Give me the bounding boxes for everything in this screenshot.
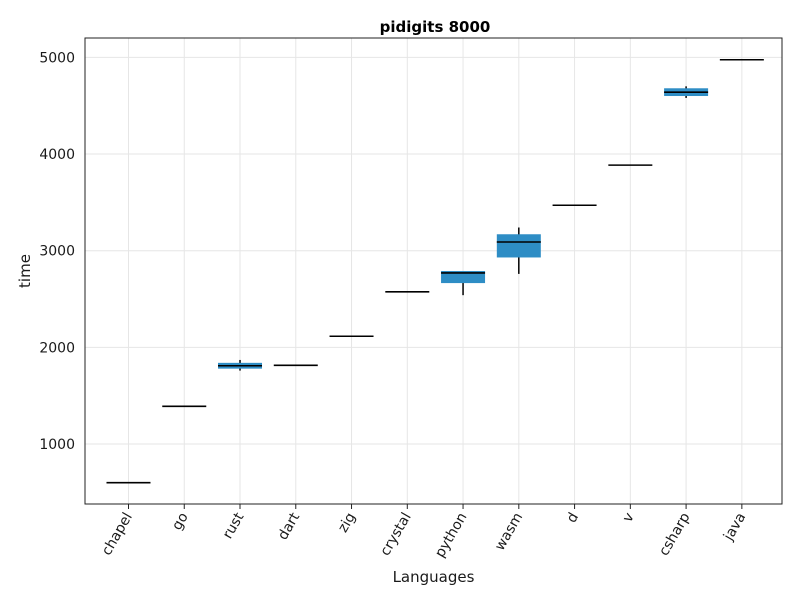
x-tick-label: crystal: [377, 510, 414, 559]
box-rust: [218, 359, 263, 371]
x-tick-label: dart: [275, 510, 303, 543]
x-tick-label: v: [620, 510, 638, 525]
x-tick-label: rust: [220, 510, 248, 542]
x-axis-title: Languages: [393, 568, 475, 586]
y-axis-title: time: [16, 254, 34, 288]
x-tick-label: d: [564, 510, 582, 526]
y-tick-label: 5000: [39, 50, 75, 66]
y-tick-label: 3000: [39, 244, 75, 260]
y-tick-label: 2000: [39, 340, 75, 356]
x-tick-label: go: [169, 510, 192, 533]
x-tick-label: java: [720, 510, 749, 544]
box-iqr: [496, 234, 541, 258]
y-axis-ticks: 1000 2000 3000 4000 5000: [39, 50, 75, 453]
y-tick-label: 1000: [39, 437, 75, 453]
x-tick-label: python: [432, 510, 470, 560]
chart-title: pidigits 8000: [380, 18, 491, 36]
x-tick-label: zig: [335, 510, 359, 535]
box-python: [441, 271, 486, 296]
y-tick-label: 4000: [39, 147, 75, 163]
box-csharp: [664, 86, 709, 98]
x-tick-label: csharp: [656, 510, 693, 559]
grid-lines: [85, 38, 782, 504]
x-axis-ticks: chapel go rust dart zig crystal python wasm d v cs…: [99, 504, 749, 560]
x-tick-label: chapel: [99, 510, 136, 558]
x-tick-label: wasm: [492, 510, 526, 553]
box-iqr: [441, 271, 486, 284]
plot-frame: [84, 37, 783, 505]
box-wasm: [496, 227, 541, 274]
box-layer: [106, 58, 764, 484]
